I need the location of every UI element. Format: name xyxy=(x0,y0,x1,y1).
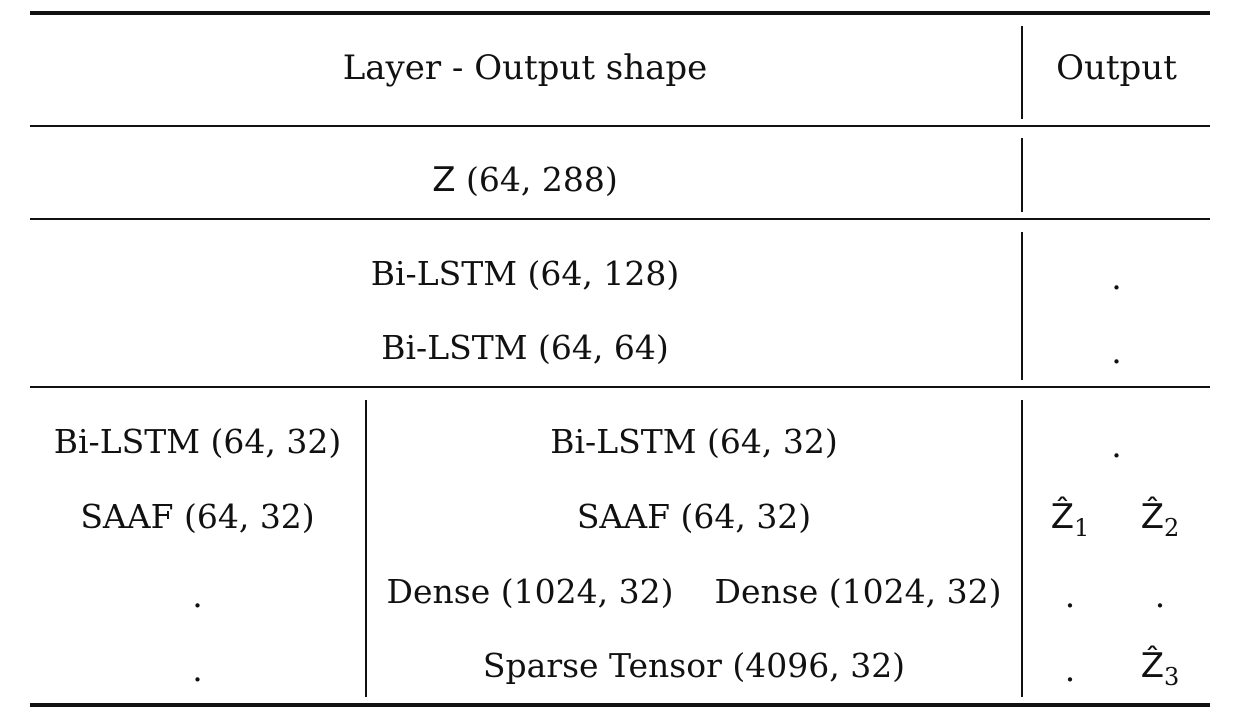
branch-row-4-middle: Sparse Tensor (4096, 32) xyxy=(482,646,906,685)
output-separator-header xyxy=(1021,26,1023,119)
header-rule xyxy=(30,125,1210,127)
output-separator-encoder xyxy=(1021,232,1023,380)
encoder-row-1-layer: Bi-LSTM (64, 128) xyxy=(370,254,680,293)
branch-row-1-output: . xyxy=(1111,426,1122,465)
branch-row-4-left: . xyxy=(192,650,203,689)
output-separator-branch xyxy=(1021,400,1023,697)
input-layer: Z (64, 288) xyxy=(30,160,1020,200)
branch-row-4-output-a: . xyxy=(1064,650,1076,689)
branch-row-3-output-a: . xyxy=(1064,576,1076,615)
branch-separator xyxy=(365,400,367,697)
branch-row-1-middle: Bi-LSTM (64, 32) xyxy=(550,422,838,461)
branch-row-2-left: SAAF (64, 32) xyxy=(80,497,315,536)
branch-row-1-left: Bi-LSTM (64, 32) xyxy=(53,422,342,461)
input-rule xyxy=(30,218,1210,220)
branch-row-3-output-b: . xyxy=(1154,576,1166,615)
encoder-rule xyxy=(30,386,1210,388)
header-layer: Layer - Output shape xyxy=(342,48,708,88)
branch-row-4-output-b: Ẑ3 xyxy=(1140,646,1180,691)
input-shape: (64, 288) xyxy=(466,160,618,199)
branch-row-2-middle: SAAF (64, 32) xyxy=(576,497,812,536)
branch-row-2-output-b: Ẑ2 xyxy=(1140,497,1180,542)
encoder-row-2-layer: Bi-LSTM (64, 64) xyxy=(381,328,669,367)
branch-row-3-middle-b: Dense (1024, 32) xyxy=(714,572,1002,611)
input-symbol: Z xyxy=(432,160,456,200)
top-rule xyxy=(30,11,1210,15)
bottom-rule xyxy=(30,703,1210,707)
encoder-row-2-output: . xyxy=(1111,332,1122,371)
branch-row-3-left: . xyxy=(192,576,203,615)
branch-row-2-output-a: Ẑ1 xyxy=(1050,497,1090,542)
output-separator-input xyxy=(1021,138,1023,212)
encoder-row-1-output: . xyxy=(1111,258,1122,297)
header-output: Output xyxy=(1056,48,1177,88)
branch-row-3-middle-a: Dense (1024, 32) xyxy=(386,572,674,611)
